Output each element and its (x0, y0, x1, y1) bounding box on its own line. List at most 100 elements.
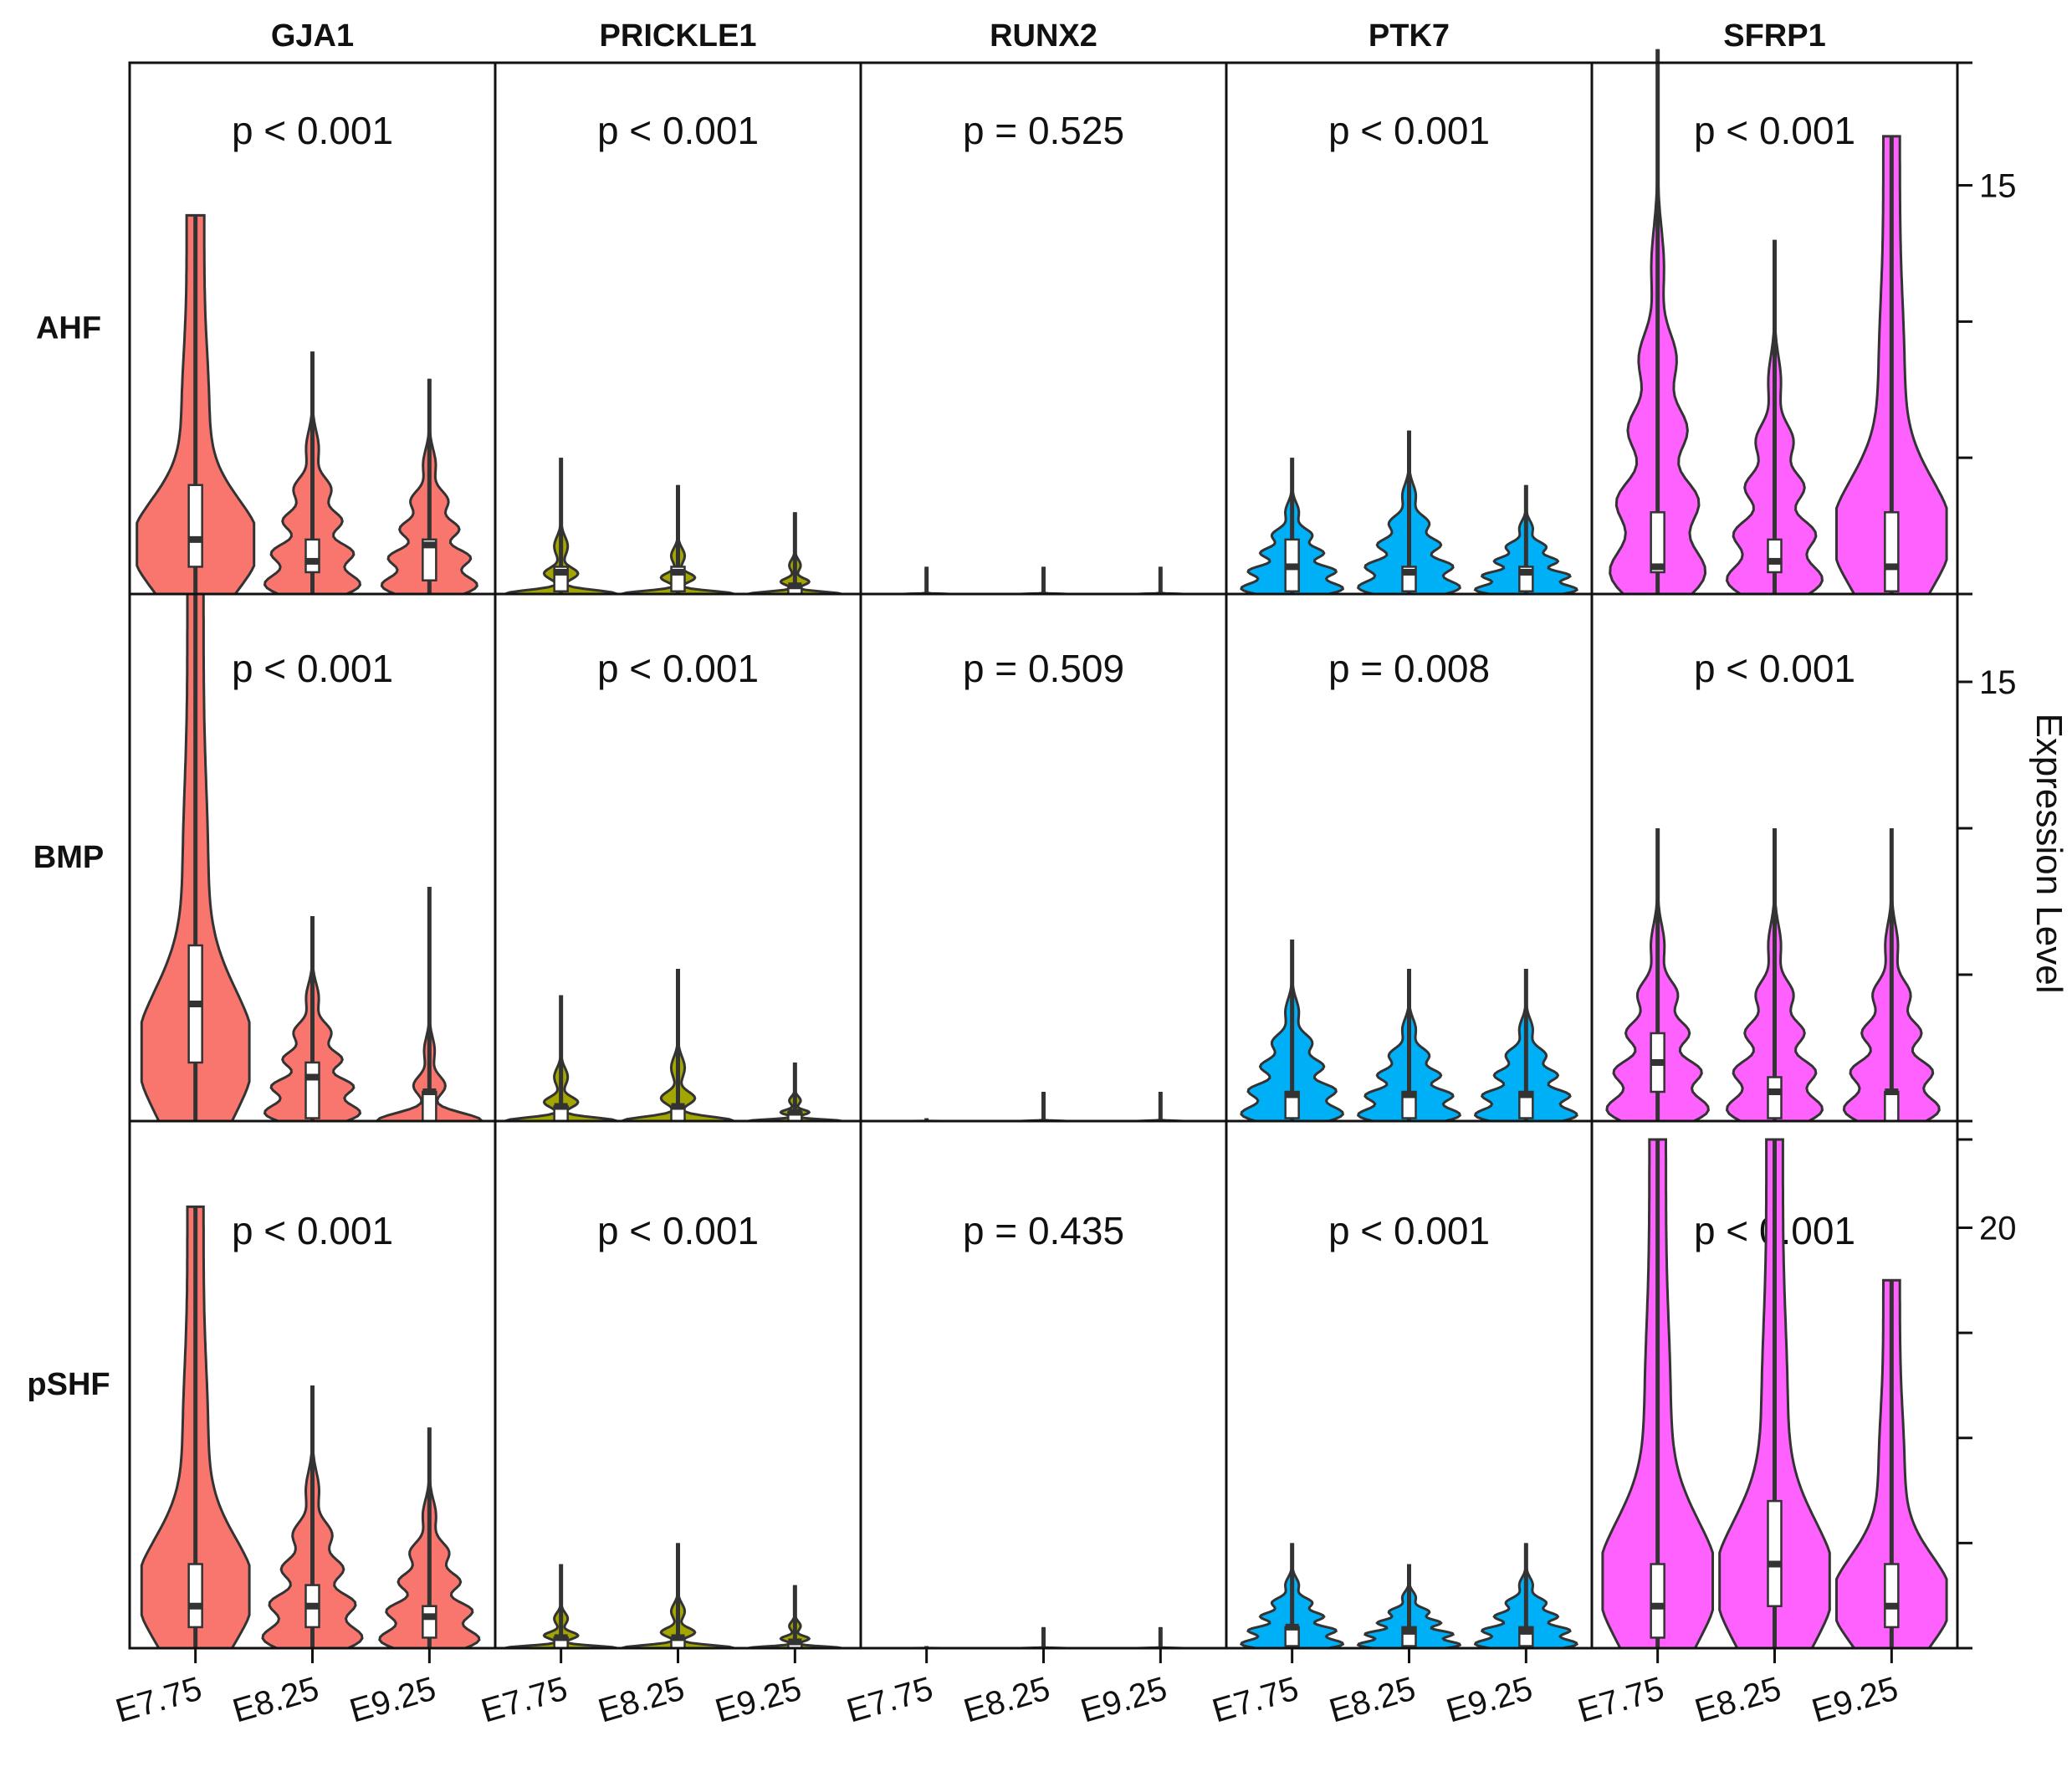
median-mark (1285, 1091, 1299, 1098)
iqr-box (422, 538, 437, 581)
iqr-box (1650, 1563, 1665, 1639)
median-mark (788, 1109, 802, 1116)
iqr-box (187, 1563, 203, 1629)
median-mark (188, 1602, 202, 1610)
group-label-bmp: BMP (33, 840, 104, 875)
median-mark (1885, 563, 1899, 571)
median-mark (788, 1638, 802, 1646)
x-tick-label: E8.25 (1325, 1670, 1420, 1729)
panel-ahf-sfrp1: p < 0.001 (1590, 49, 1959, 596)
p-value-label: p < 0.001 (232, 1209, 393, 1252)
p-value-label: p < 0.001 (1328, 1209, 1490, 1252)
p-value-label: p < 0.001 (597, 1209, 759, 1252)
panel-bmp-gja1: p < 0.001 (128, 592, 497, 1123)
panel-bmp-prickle1: p < 0.001 (494, 592, 862, 1123)
x-tick-label: E8.25 (959, 1670, 1054, 1729)
median-mark (554, 1103, 568, 1110)
p-value-label: p < 0.001 (232, 647, 393, 690)
median-mark (1650, 563, 1665, 571)
x-tick-label: E7.75 (112, 1670, 207, 1729)
iqr-box (422, 1090, 437, 1123)
x-tick-label: E7.75 (1209, 1670, 1303, 1729)
p-value-label: p = 0.509 (963, 647, 1124, 690)
median-mark (1650, 1602, 1665, 1610)
median-mark (1402, 568, 1416, 576)
x-tick-label: E7.75 (843, 1670, 938, 1729)
iqr-box (304, 1061, 320, 1119)
median-mark (671, 1634, 685, 1641)
p-value-label: p < 0.001 (597, 109, 759, 152)
panel-ahf-ptk7: p < 0.001 (1225, 61, 1594, 596)
x-tick-label: E9.25 (345, 1670, 440, 1729)
median-mark (788, 582, 802, 590)
panel-pshf-runx2: p = 0.435 (859, 1119, 1228, 1650)
iqr-box (1767, 1499, 1783, 1608)
median-mark (422, 541, 437, 549)
gene-title-sfrp1: SFRP1 (1723, 18, 1825, 54)
panel-grid: p < 0.001 p < 0.001 p = 0.525 p < 0.001 p < … (128, 49, 1959, 1650)
x-tick-labels: E7.75 E8.25 E9.25 E7.75 E8.25 E9.25 E7.75 E8.25… (112, 1648, 1902, 1729)
p-value-label: p = 0.435 (963, 1209, 1124, 1252)
right-y-axes: 15 15 20 (1956, 61, 2017, 1650)
median-mark (554, 568, 568, 576)
panel-pshf-sfrp1: p < 0.001 (1590, 1119, 1959, 1650)
median-mark (188, 535, 202, 543)
panel-ahf-gja1: p < 0.001 (128, 61, 497, 596)
iqr-box (304, 538, 320, 574)
median-mark (305, 557, 320, 565)
gene-title-runx2: RUNX2 (990, 18, 1097, 54)
panel-bmp-runx2: p = 0.509 (859, 592, 1228, 1123)
p-value-label: p < 0.001 (597, 647, 759, 690)
median-mark (1885, 1088, 1899, 1095)
panel-pshf-ptk7: p < 0.001 (1225, 1119, 1594, 1650)
gene-title-prickle1: PRICKLE1 (600, 18, 757, 54)
median-mark (554, 1634, 568, 1641)
median-mark (1768, 1088, 1782, 1095)
median-mark (1402, 1627, 1416, 1635)
p-value-label: p < 0.001 (1328, 109, 1490, 152)
y-tick-label: 15 (1979, 168, 2017, 205)
iqr-box (1767, 538, 1783, 574)
panel-bmp-sfrp1: p < 0.001 (1590, 592, 1959, 1123)
gene-header-row: GJA1 PRICKLE1 RUNX2 PTK7 SFRP1 (271, 18, 1826, 54)
iqr-box (1884, 1563, 1900, 1629)
median-mark (1768, 557, 1782, 565)
p-value-label: p = 0.525 (963, 109, 1124, 152)
p-value-label: p < 0.001 (1694, 109, 1855, 152)
gene-title-ptk7: PTK7 (1369, 18, 1450, 54)
group-label-pshf: pSHF (27, 1367, 110, 1402)
median-mark (1650, 1059, 1665, 1066)
x-tick-label: E9.25 (1442, 1670, 1537, 1729)
gene-title-gja1: GJA1 (271, 18, 354, 54)
p-value-label: p < 0.001 (232, 109, 393, 152)
x-tick-label: E7.75 (478, 1670, 572, 1729)
median-mark (1285, 1623, 1299, 1631)
median-mark (422, 1613, 437, 1621)
panel-pshf-gja1: p < 0.001 (128, 1119, 497, 1650)
median-mark (1768, 1560, 1782, 1568)
median-mark (1519, 1627, 1533, 1635)
iqr-box (1767, 1076, 1783, 1119)
median-mark (671, 568, 685, 576)
median-mark (671, 1103, 685, 1110)
p-value-label: p = 0.008 (1328, 647, 1490, 690)
median-mark (305, 1073, 320, 1081)
panel-ahf-runx2: p = 0.525 (859, 61, 1228, 596)
x-tick-label: E8.25 (228, 1670, 323, 1729)
group-label-column: AHF BMP pSHF (27, 311, 110, 1403)
panel-bmp-ptk7: p = 0.008 (1225, 592, 1594, 1123)
y-axis-label: Expression Level (2029, 713, 2069, 993)
p-value-label: p < 0.001 (1694, 647, 1855, 690)
median-mark (1402, 1091, 1416, 1098)
group-label-ahf: AHF (36, 311, 101, 346)
y-tick-label: 15 (1979, 664, 2017, 701)
panel-ahf-prickle1: p < 0.001 (494, 61, 862, 596)
iqr-box (422, 1605, 437, 1639)
x-tick-label: E9.25 (1077, 1670, 1171, 1729)
iqr-box (187, 484, 203, 568)
x-tick-label: E8.25 (594, 1670, 688, 1729)
x-tick-label: E9.25 (711, 1670, 806, 1729)
median-mark (1519, 1091, 1533, 1098)
median-mark (305, 1602, 320, 1610)
